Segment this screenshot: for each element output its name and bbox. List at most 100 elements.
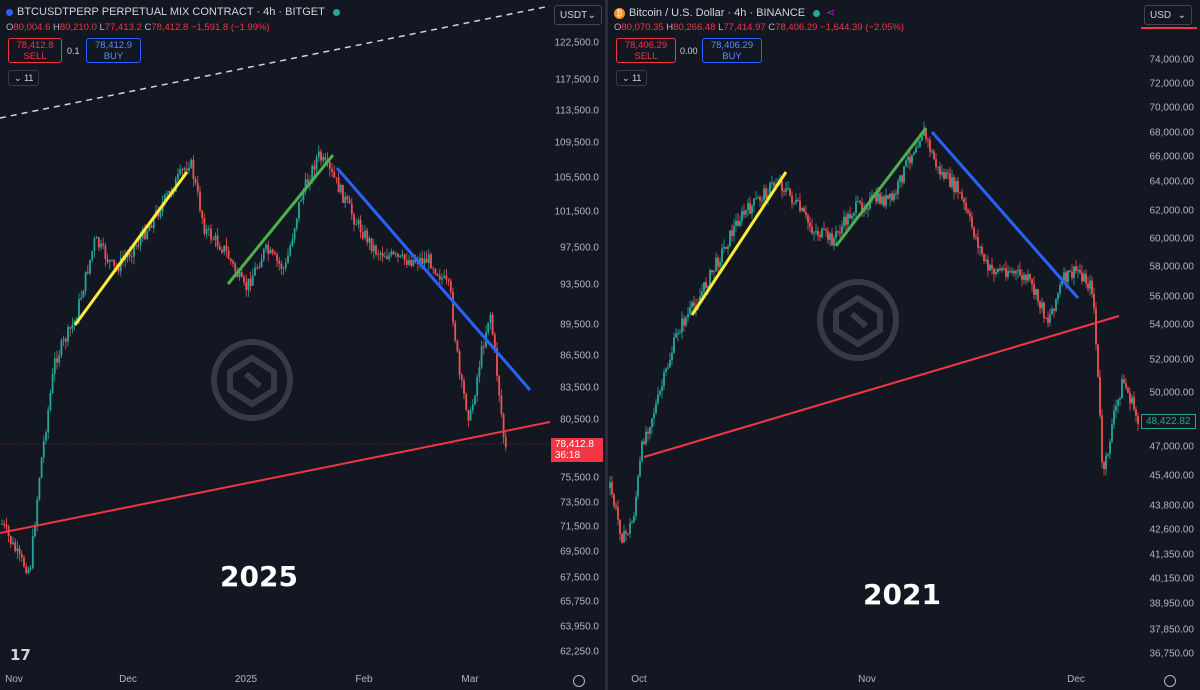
candle-body	[18, 548, 21, 554]
candle-body	[871, 195, 873, 198]
candle-body	[489, 314, 492, 323]
candle-body	[1109, 441, 1111, 454]
candle-body	[949, 173, 951, 188]
time-tick: Mar	[461, 674, 479, 685]
candle-body	[843, 216, 845, 227]
candle-body	[245, 282, 248, 290]
candle-body	[58, 355, 61, 363]
candle-body	[989, 264, 991, 271]
candle-body	[372, 245, 375, 252]
candle-body	[458, 351, 461, 375]
candle-body	[1067, 270, 1069, 283]
price-axis-right[interactable]: 74,000.00 72,000.00 70,000.00 68,000.00 66,0…	[1140, 0, 1200, 670]
candle-body	[731, 230, 733, 236]
candle-body	[817, 231, 819, 236]
candle-body	[719, 261, 721, 267]
trendline-yellow	[73, 171, 189, 326]
candle-body	[1111, 424, 1113, 442]
candle-body	[496, 348, 498, 376]
candle-body	[82, 291, 85, 298]
candle-body	[432, 268, 435, 270]
candle-body	[613, 494, 615, 506]
sell-button-right[interactable]: 78,406.29 SELL	[616, 38, 676, 63]
time-axis-right[interactable]: Oct Nov Dec	[608, 670, 1140, 690]
settings-gear-icon[interactable]	[573, 675, 585, 687]
candle-body	[135, 245, 138, 247]
symbol-header-left[interactable]: BTCUSDTPERP PERPETUAL MIX CONTRACT · 4h …	[6, 6, 340, 18]
buy-button-right[interactable]: 78,406.29 BUY	[702, 38, 762, 63]
candle-body	[251, 275, 254, 286]
symbol-header-right[interactable]: ₿ Bitcoin / U.S. Dollar · 4h · BINANCE ⋖	[614, 6, 835, 19]
candle-body	[1059, 284, 1061, 294]
candle-body	[23, 557, 25, 567]
currency-underline	[1141, 27, 1197, 29]
currency-select-right[interactable]: USD ⌄	[1144, 5, 1192, 25]
candle-body	[238, 272, 241, 278]
price-tick: 38,950.00	[1149, 598, 1195, 610]
candle-body	[721, 248, 723, 262]
currency-select-left[interactable]: USDT ⌄	[554, 5, 602, 25]
candle-body	[905, 160, 907, 167]
candle-body	[216, 235, 219, 247]
price-tick: 89,500.0	[560, 319, 599, 331]
candle-body	[84, 271, 87, 292]
price-tick: 101,500.0	[554, 206, 600, 218]
price-tick: 74,000.00	[1149, 54, 1195, 66]
candle-body	[745, 210, 747, 215]
buy-button-left[interactable]: 78,412.9 BUY	[86, 38, 141, 63]
bitcoin-coin-icon: ₿	[614, 7, 625, 19]
candle-body	[939, 166, 941, 175]
candle-body	[709, 269, 711, 287]
candle-body	[203, 218, 206, 234]
price-tick: 71,500.0	[560, 521, 599, 533]
candle-body	[729, 230, 731, 247]
candle-body	[91, 251, 94, 260]
chart-pane-right[interactable]: ₿ Bitcoin / U.S. Dollar · 4h · BINANCE ⋖ O…	[608, 0, 1200, 690]
price-axis-left[interactable]: 122,500.0 117,500.0 113,500.0 109,500.0 105,…	[550, 0, 605, 670]
candle-body	[258, 267, 261, 269]
indicators-toggle-right[interactable]: ⌄ 11	[616, 70, 648, 86]
candle-body	[353, 214, 355, 225]
candle-body	[1069, 270, 1071, 272]
sell-button-left[interactable]: 78,412.8 SELL	[8, 38, 62, 63]
candle-body	[159, 211, 162, 217]
share-icon[interactable]: ⋖	[826, 7, 836, 19]
time-tick: 2025	[234, 674, 258, 685]
candle-body	[929, 140, 931, 152]
candle-body	[348, 199, 351, 204]
candle-body	[1131, 397, 1133, 404]
candle-body	[651, 418, 653, 428]
candle-body	[62, 338, 65, 341]
candle-body	[675, 333, 677, 338]
chart-pane-left[interactable]: BTCUSDTPERP PERPETUAL MIX CONTRACT · 4h …	[0, 0, 605, 690]
candle-body	[655, 403, 657, 414]
candle-body	[713, 270, 715, 273]
candle-body	[759, 197, 761, 201]
indicators-toggle-left[interactable]: ⌄ 11	[8, 70, 40, 86]
chart-canvas-right[interactable]	[608, 0, 1140, 670]
candle-body	[243, 276, 245, 283]
time-axis-left[interactable]: Nov Dec 2025 Feb Mar	[0, 670, 550, 690]
year-label-left: 2025	[220, 560, 298, 593]
candle-body	[80, 297, 83, 300]
candle-body	[663, 372, 665, 387]
candle-body	[212, 239, 215, 241]
candle-body	[1043, 302, 1045, 318]
market-status-icon	[813, 9, 821, 17]
last-price-tag-left: 78,412.8 36:18	[551, 438, 603, 462]
chart-canvas-left[interactable]	[0, 0, 550, 670]
pane-divider[interactable]	[605, 0, 608, 690]
candle-body	[841, 226, 843, 234]
settings-gear-icon[interactable]	[1164, 675, 1176, 687]
candle-body	[1113, 410, 1115, 425]
candle-body	[390, 251, 393, 256]
candle-body	[915, 147, 917, 153]
candle-body	[633, 515, 635, 522]
candle-body	[267, 244, 270, 254]
tradingview-logo-icon[interactable]: 𝟭𝟳	[10, 647, 31, 664]
candle-body	[1019, 269, 1021, 276]
candle-body	[293, 228, 296, 240]
candle-body	[1045, 317, 1047, 319]
trendline-green	[834, 127, 928, 247]
candle-body	[623, 531, 625, 543]
